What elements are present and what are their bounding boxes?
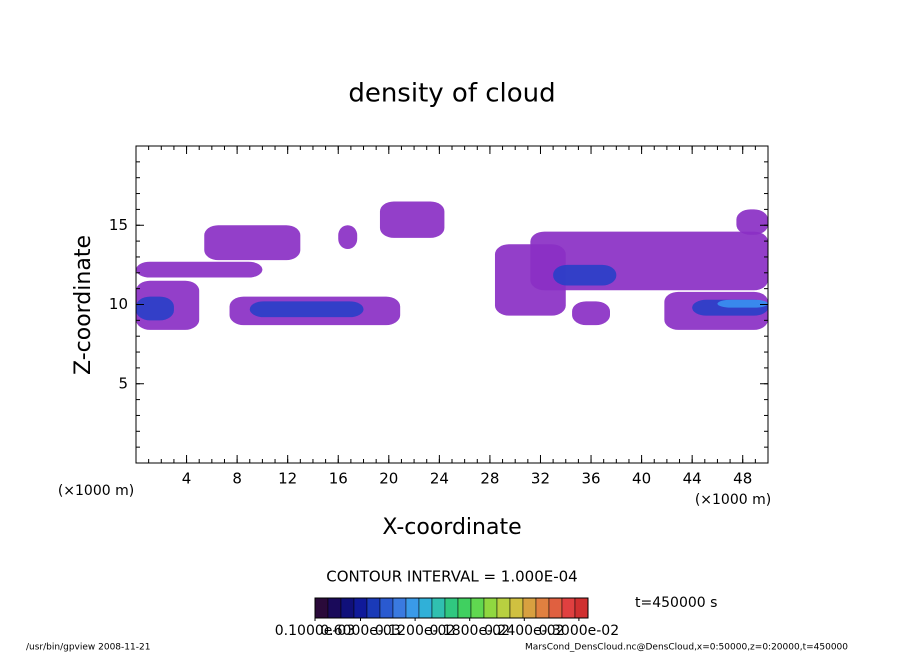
x-tick-label: 24 [430,470,449,488]
colorbar-label: 0.1000e-03 [275,623,355,639]
colorbar-cell [314,597,329,619]
cloud-patch [136,296,174,321]
colorbar-cell [457,597,472,619]
colorbar-label: 0.3000e-02 [539,623,619,639]
y-tick-label: 15 [109,216,128,234]
x-tick-label: 12 [278,470,297,488]
colorbar-cell [561,597,576,619]
x-tick-label: 48 [733,470,752,488]
x-tick-label: 4 [182,470,192,488]
y-tick-label: 10 [109,295,128,313]
colorbar-cell [470,597,485,619]
colorbar-cell [522,597,537,619]
colorbar-cell [574,597,589,619]
colorbar-cell [379,597,394,619]
colorbar-cell [535,597,550,619]
x-unit: (×1000 m) [695,492,771,508]
colorbar-cell [483,597,498,619]
cloud-patch [572,301,610,326]
colorbar-cell [496,597,511,619]
cloud-patch [338,225,358,250]
colorbar-cell [444,597,459,619]
colorbar-cell [392,597,407,619]
colorbar-label: 0.1800e-02 [429,623,509,639]
colorbar-cell [548,597,563,619]
footer-left: /usr/bin/gpview 2008-11-21 [26,643,150,653]
x-tick-label: 44 [683,470,702,488]
cloud-patch [379,201,445,238]
cloud-patch [553,264,617,286]
colorbar-cell [353,597,368,619]
cloud-patch [136,261,263,278]
colorbar-cell [340,597,355,619]
colorbar-cell [418,597,433,619]
y-axis-label: Z-coordinate [71,235,96,375]
chart-title: density of cloud [348,79,555,109]
cloud-patch [717,299,768,308]
contour-interval: CONTOUR INTERVAL = 1.000E-04 [326,568,577,586]
colorbar-cell [509,597,524,619]
footer-right: MarsCond_DensCloud.nc@DensCloud,x=0:5000… [525,643,848,653]
colorbar-label: 0.6000e-03 [320,623,400,639]
colorbar-frame [314,597,589,619]
y-unit: (×1000 m) [58,483,134,499]
cloud-patch [204,225,301,261]
x-tick-label: 28 [480,470,499,488]
x-tick-label: 20 [379,470,398,488]
y-tick-label: 5 [118,374,128,392]
x-axis-label: X-coordinate [382,515,521,540]
cloud-patch [736,209,768,235]
colorbar-cell [327,597,342,619]
x-tick-label: 32 [531,470,550,488]
colorbar-cell [405,597,420,619]
colorbar-cell [431,597,446,619]
x-tick-label: 36 [581,470,600,488]
time-label: t=450000 s [635,595,717,611]
colorbar-label: 0.1200e-02 [375,623,455,639]
x-tick-label: 40 [632,470,651,488]
colorbar-cell [366,597,381,619]
colorbar-label: 0.2400e-02 [484,623,564,639]
x-tick-label: 16 [329,470,348,488]
cloud-patch [249,301,364,318]
x-tick-label: 8 [232,470,242,488]
